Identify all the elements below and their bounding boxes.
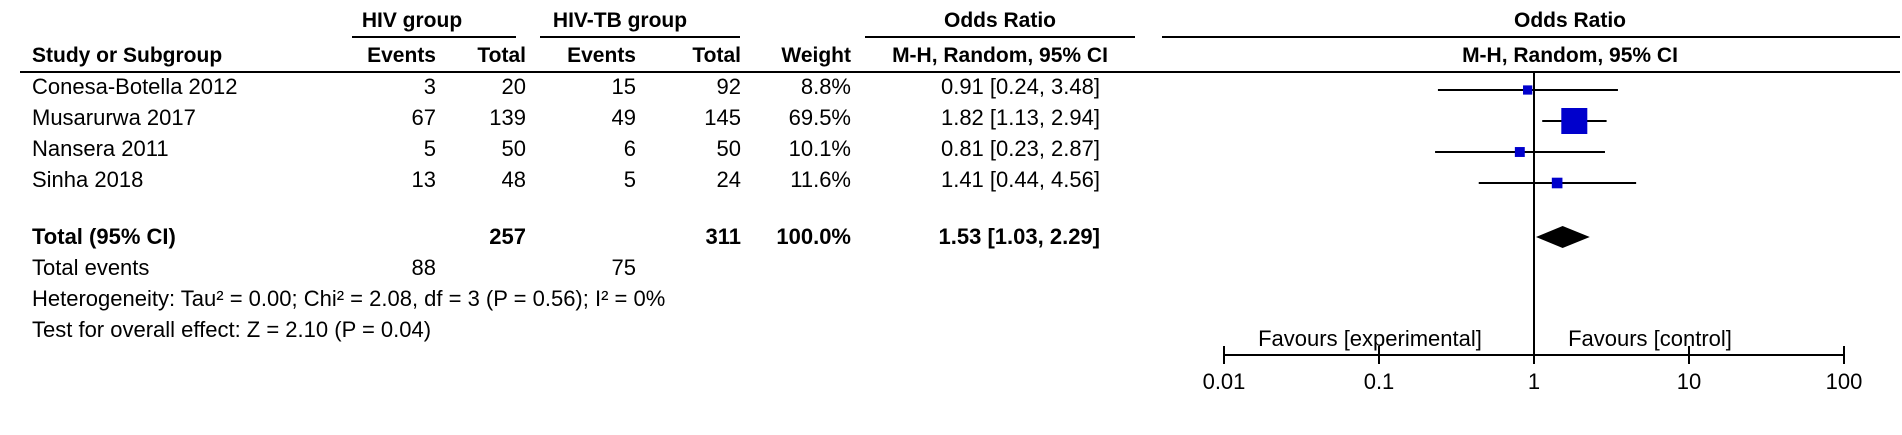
total-group1-n: 257	[489, 224, 526, 249]
group2-header: HIV-TB group	[552, 9, 688, 32]
favours-left-label: Favours [experimental]	[1258, 326, 1482, 351]
plot-header-rule	[1162, 36, 1900, 38]
group1-total: 20	[501, 74, 526, 99]
group2-total: 24	[716, 167, 741, 192]
group1-events-header: Events	[367, 44, 436, 67]
study-or-text: 0.91 [0.24, 3.48]	[940, 74, 1100, 99]
study-marker	[1523, 85, 1533, 95]
total-events-label: Total events	[32, 255, 150, 280]
study-name: Sinha 2018	[32, 167, 144, 192]
x-tick-label: 0.1	[1364, 369, 1395, 394]
group1-header-rule	[352, 36, 516, 38]
study-marker	[1514, 147, 1525, 157]
group2-events-header: Events	[567, 44, 636, 67]
total-events-group2: 75	[611, 255, 636, 280]
study-name: Nansera 2011	[32, 136, 169, 161]
study-marker	[1561, 108, 1588, 134]
group2-total: 145	[704, 105, 741, 130]
group2-total: 50	[716, 136, 741, 161]
study-column-header: Study or Subgroup	[32, 44, 223, 67]
group2-events: 6	[623, 136, 636, 161]
total-diamond	[1535, 226, 1590, 248]
study-weight: 11.6%	[790, 167, 851, 192]
total-or-text: 1.53 [1.03, 2.29]	[938, 224, 1100, 249]
study-or-text: 1.41 [0.44, 4.56]	[940, 167, 1100, 192]
total-group2-n: 311	[705, 224, 742, 249]
or-method-header: M-H, Random, 95% CI	[892, 44, 1108, 67]
header-bottom-rule	[20, 71, 1900, 73]
group1-total: 50	[501, 136, 526, 161]
study-name: Musarurwa 2017	[32, 105, 196, 130]
group2-events: 15	[611, 74, 636, 99]
study-name: Conesa-Botella 2012	[32, 74, 238, 99]
group1-events: 3	[423, 74, 436, 99]
group2-events: 5	[623, 167, 636, 192]
group1-events: 13	[411, 167, 436, 192]
group1-total: 139	[489, 105, 526, 130]
group1-total-header: Total	[477, 44, 526, 67]
study-or-text: 0.81 [0.23, 2.87]	[940, 136, 1100, 161]
group2-events: 49	[611, 105, 636, 130]
study-weight: 69.5%	[788, 105, 851, 130]
total-weight: 100.0%	[776, 224, 851, 249]
or-header-rule	[865, 36, 1135, 38]
x-tick-label: 0.01	[1203, 369, 1246, 394]
group2-total-header: Total	[692, 44, 741, 67]
group1-total: 48	[501, 167, 526, 192]
group2-total: 92	[716, 74, 741, 99]
x-tick-label: 10	[1677, 369, 1701, 394]
group1-events: 5	[423, 136, 436, 161]
study-marker	[1551, 177, 1563, 189]
group2-header-rule	[540, 36, 740, 38]
total-label: Total (95% CI)	[32, 224, 176, 249]
study-weight: 10.1%	[788, 136, 851, 161]
plot-method-header: M-H, Random, 95% CI	[1462, 44, 1678, 67]
group1-header: HIV group	[361, 9, 463, 32]
overall-effect-text: Test for overall effect: Z = 2.10 (P = 0…	[32, 317, 432, 342]
study-or-text: 1.82 [1.13, 2.94]	[940, 105, 1100, 130]
study-weight: 8.8%	[800, 74, 851, 99]
plot-title-header: Odds Ratio	[1513, 9, 1626, 32]
favours-right-label: Favours [control]	[1568, 326, 1732, 351]
x-tick-label: 100	[1826, 369, 1863, 394]
group1-events: 67	[411, 105, 436, 130]
x-tick-label: 1	[1528, 369, 1540, 394]
or-title-header: Odds Ratio	[943, 9, 1056, 32]
weight-header: Weight	[781, 44, 851, 67]
heterogeneity-text: Heterogeneity: Tau² = 0.00; Chi² = 2.08,…	[32, 286, 666, 311]
total-events-group1: 88	[411, 255, 436, 280]
